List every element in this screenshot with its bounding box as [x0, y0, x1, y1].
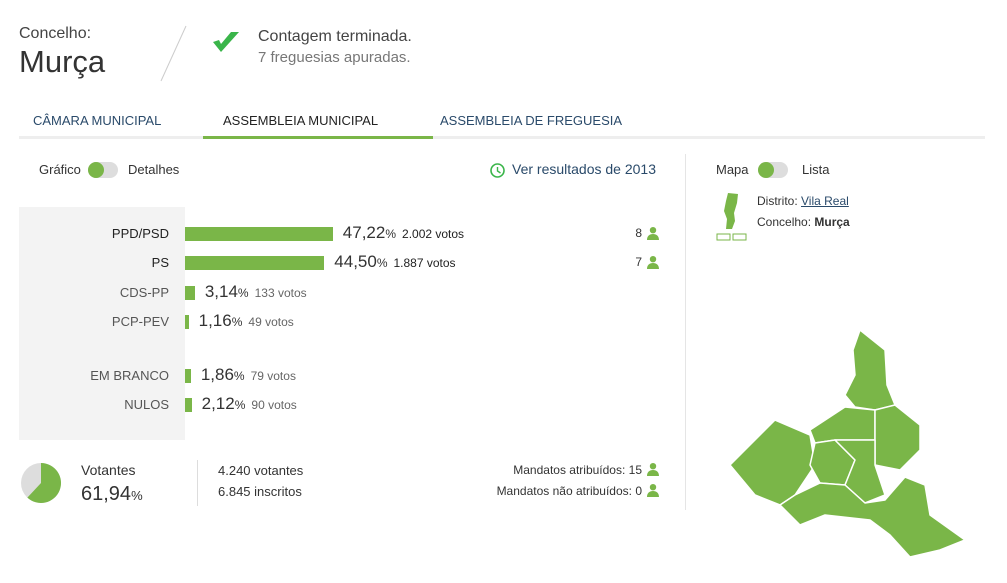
- seats: 8: [635, 226, 642, 240]
- status: Contagem terminada.: [258, 28, 412, 45]
- party-name: PS: [151, 255, 169, 270]
- bar: [185, 315, 189, 329]
- turnout-value: 61,94: [81, 483, 132, 505]
- votes: 1.887 votos: [393, 256, 456, 270]
- toggle-label[interactable]: Gráfico: [39, 162, 81, 177]
- person-icon: [647, 227, 659, 240]
- tab[interactable]: ASSEMBLEIA MUNICIPAL: [223, 113, 379, 128]
- toggle-label[interactable]: Lista: [802, 162, 830, 177]
- country-icon: [716, 193, 747, 241]
- percent-sign: %: [385, 227, 397, 241]
- district-label: Distrito:: [757, 194, 798, 208]
- party-name: PCP-PEV: [111, 314, 169, 329]
- pie-slice: [27, 463, 61, 503]
- result: 1,16% 49 votos: [199, 311, 294, 331]
- municipality-info: Concelho: Murça: [757, 215, 850, 229]
- percent-sign: %: [131, 488, 143, 503]
- votes: 79 votos: [250, 369, 296, 383]
- percent-sign: %: [237, 286, 249, 300]
- person-icon: [647, 484, 659, 497]
- party-name: PPD/PSD: [111, 226, 169, 241]
- percent: 3,14: [204, 282, 238, 301]
- district: Distrito: Vila Real: [757, 194, 849, 208]
- divider: [197, 460, 198, 506]
- result: 1,86% 79 votos: [201, 365, 296, 385]
- municipality-name: Murça: [814, 215, 850, 229]
- status-detail: 7 freguesias apuradas.: [258, 49, 411, 66]
- party-name: EM BRANCO: [90, 368, 169, 383]
- parish[interactable]: [809, 406, 876, 444]
- tab-underline: [203, 136, 433, 139]
- votes: 49 votos: [248, 315, 294, 329]
- party-name: NULOS: [124, 397, 169, 412]
- municipality-map: [729, 329, 966, 558]
- result: 44,50% 1.887 votos: [334, 252, 455, 272]
- votes: 133 votos: [254, 286, 307, 300]
- history-icon: [490, 163, 505, 178]
- parish[interactable]: [779, 476, 966, 558]
- parish[interactable]: [729, 419, 816, 506]
- tab[interactable]: ASSEMBLEIA DE FREGUESIA: [440, 113, 623, 128]
- toggle[interactable]: [758, 162, 788, 178]
- bar: [185, 398, 192, 412]
- seats: 7: [635, 255, 642, 269]
- turnout-label: Votantes: [81, 462, 136, 478]
- result: 47,22% 2.002 votos: [343, 223, 464, 243]
- district-link[interactable]: Vila Real: [801, 194, 849, 208]
- parish[interactable]: [844, 329, 896, 411]
- bar: [185, 256, 325, 270]
- percent-sign: %: [231, 315, 243, 329]
- percent-sign: %: [234, 398, 246, 412]
- party-name: CDS-PP: [119, 285, 169, 300]
- seats-assigned: Mandatos atribuídos: 15: [513, 463, 642, 477]
- result: 3,14% 133 votos: [205, 282, 307, 302]
- percent-sign: %: [233, 369, 245, 383]
- result: 2,12% 90 votos: [202, 394, 297, 414]
- municipality: Murça: [19, 44, 106, 79]
- tab-rail: [19, 136, 985, 139]
- person-icon: [647, 463, 659, 476]
- bar: [185, 286, 195, 300]
- percent: 1,86: [200, 365, 234, 384]
- turnout: 61,94%: [81, 483, 143, 506]
- toggle-label[interactable]: Detalhes: [128, 162, 180, 177]
- percent-sign: %: [376, 256, 388, 270]
- divider: [160, 25, 187, 82]
- names-panel: [19, 207, 185, 440]
- municipality-label: Concelho:: [757, 215, 812, 229]
- registered: 6.845 inscritos: [218, 484, 302, 499]
- seats-unassigned: Mandatos não atribuídos: 0: [496, 484, 642, 498]
- person-icon: [647, 256, 659, 269]
- tab[interactable]: CÂMARA MUNICIPAL: [33, 113, 162, 128]
- bar: [185, 227, 333, 241]
- votes: 90 votos: [251, 398, 297, 412]
- turnout-pie: [21, 463, 61, 503]
- percent: 2,12: [201, 394, 235, 413]
- history-link[interactable]: Ver resultados de 2013: [512, 161, 656, 177]
- toggle[interactable]: [88, 162, 118, 178]
- votes: 2.002 votos: [402, 227, 465, 241]
- check-icon: [213, 32, 239, 52]
- percent: 44,50: [334, 252, 377, 271]
- divider: [685, 154, 686, 510]
- bar: [185, 369, 191, 383]
- parish[interactable]: [874, 404, 921, 471]
- percent: 1,16: [198, 311, 232, 330]
- voters: 4.240 votantes: [218, 463, 304, 478]
- label: Concelho:: [19, 25, 92, 42]
- percent: 47,22: [342, 223, 386, 242]
- toggle-label[interactable]: Mapa: [716, 162, 749, 177]
